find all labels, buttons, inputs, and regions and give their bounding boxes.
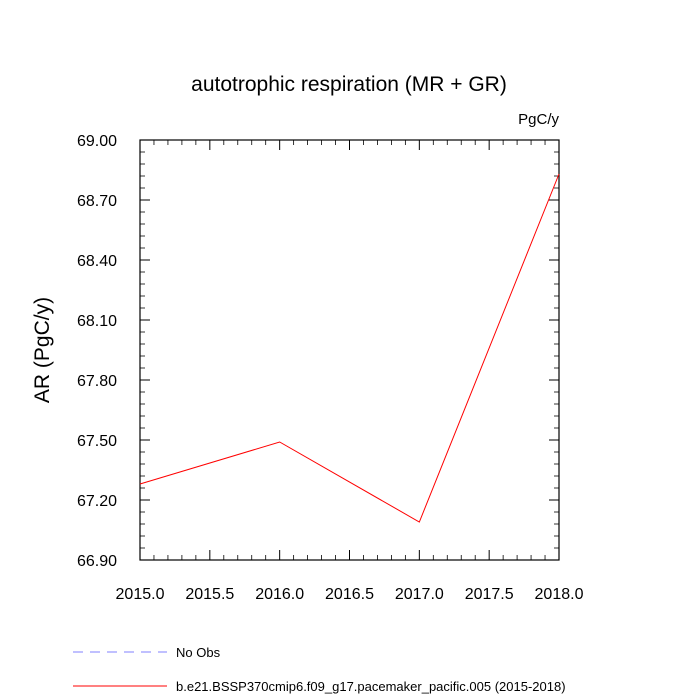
legend: No Obs b.e21.BSSP370cmip6.f09_g17.pacemak… <box>73 645 566 694</box>
x-tick-label: 2016.5 <box>325 586 374 603</box>
x-tick-label: 2017.5 <box>465 586 514 603</box>
legend-label: b.e21.BSSP370cmip6.f09_g17.pacemaker_pac… <box>176 679 566 694</box>
y-axis-label: AR (PgC/y) <box>31 297 54 403</box>
series-line <box>139 173 560 523</box>
y-tick-label: 67.80 <box>77 373 117 390</box>
chart-title: autotrophic respiration (MR + GR) <box>191 73 507 96</box>
x-tick-label: 2015.0 <box>116 586 165 603</box>
legend-label: No Obs <box>176 645 221 660</box>
units-label: PgC/y <box>518 111 559 128</box>
y-tick-label: 68.40 <box>77 253 117 270</box>
x-tick-label: 2018.0 <box>535 586 584 603</box>
y-tick-label: 67.20 <box>77 493 117 510</box>
x-tick-label: 2016.0 <box>255 586 304 603</box>
axis-ticks: 2015.0 2015.5 2016.0 2016.5 2017.0 2017.5 2018… <box>77 133 584 603</box>
y-tick-label: 68.10 <box>77 313 117 330</box>
plot-frame <box>139 139 560 561</box>
y-tick-label: 69.00 <box>77 133 117 150</box>
y-tick-label: 66.90 <box>77 553 117 570</box>
series-layer <box>139 173 560 523</box>
x-tick-label: 2017.0 <box>395 586 444 603</box>
y-tick-label: 67.50 <box>77 433 117 450</box>
x-tick-label: 2015.5 <box>185 586 234 603</box>
y-tick-label: 68.70 <box>77 193 117 210</box>
